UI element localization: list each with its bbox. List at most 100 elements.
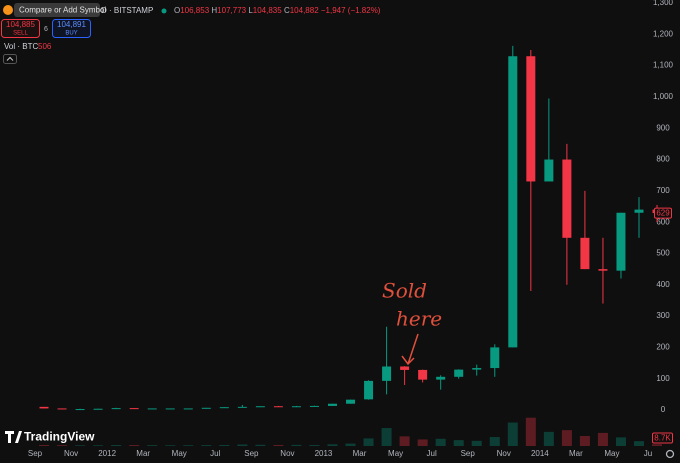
volume-bar [634, 441, 645, 446]
ohlc: O106,853 H107,773 L104,835 C104,882 −1,9… [174, 6, 381, 15]
y-tick-label: 200 [656, 342, 670, 351]
x-tick-label: Sep [244, 449, 259, 458]
y-tick-label: 900 [656, 123, 670, 132]
volume-bar [273, 444, 284, 446]
volume-bar [453, 440, 464, 446]
candle-body [490, 347, 500, 369]
ohlc-key: O [174, 6, 180, 15]
buy-button[interactable] [52, 19, 91, 38]
candle-body [93, 408, 103, 410]
volume-bar [381, 428, 392, 446]
sell-label: SELL [13, 31, 28, 37]
volume-bar [291, 444, 302, 446]
buy-price: 104,891 [57, 20, 86, 29]
volume-legend: Vol · BTC [4, 42, 38, 51]
tooltip: Compare or Add Symbol [19, 6, 106, 15]
y-tick-label: 1,000 [653, 92, 674, 101]
volume-bar [309, 445, 320, 446]
volume-bar [615, 437, 626, 446]
buy-label: BUY [65, 31, 77, 37]
volume-scale: 8.7K [654, 434, 671, 443]
candle-body [634, 209, 644, 213]
x-tick-label: May [172, 449, 187, 458]
x-tick-label: Ju [644, 449, 652, 458]
candle-body [382, 366, 392, 381]
volume-bar [237, 444, 248, 446]
volume-bar [129, 445, 140, 446]
volume-bar [417, 439, 428, 446]
volume-bar [327, 444, 338, 446]
ohlc-value: 104,835 [253, 6, 282, 15]
logo: TradingView [5, 430, 95, 444]
candle-body [201, 407, 211, 409]
change: −1,947 (−1.82%) [321, 6, 381, 15]
ohlc-key: L [248, 6, 253, 15]
volume-bar [57, 445, 68, 446]
candle-body [273, 406, 283, 408]
x-tick-label: 2013 [315, 449, 333, 458]
volume-bar [111, 444, 122, 446]
ohlc-key: H [211, 6, 217, 15]
volume-bar [75, 445, 86, 446]
volume-bar [399, 436, 410, 446]
symbol-name[interactable]: D · BITSTAMP [101, 6, 153, 15]
candle-body [183, 408, 193, 410]
x-tick-label: Nov [280, 449, 294, 458]
ohlc-value: 107,773 [217, 6, 246, 15]
volume-bar [597, 432, 608, 446]
y-tick-label: 0 [661, 405, 666, 414]
x-tick-label: May [388, 449, 403, 458]
y-tick-label: 300 [656, 311, 670, 320]
x-tick-label: Mar [353, 449, 367, 458]
x-tick-label: 2014 [531, 449, 549, 458]
x-tick-label: Jul [427, 449, 437, 458]
candle-body [472, 368, 482, 370]
volume-bar [579, 436, 590, 446]
volume-bar [201, 445, 212, 446]
collapse-button[interactable] [3, 54, 17, 64]
volume-bar [652, 444, 663, 446]
collapse-icon [6, 56, 14, 61]
x-tick-label: 2012 [98, 449, 116, 458]
symbol-icon[interactable] [3, 5, 13, 15]
candle-body [147, 408, 157, 410]
y-tick-label: 100 [656, 374, 670, 383]
sell-price: 104,885 [6, 20, 35, 29]
y-tick-label: 1,100 [653, 61, 674, 70]
volume-bar [561, 430, 572, 446]
x-tick-label: Mar [569, 449, 583, 458]
candle-body [255, 406, 265, 408]
settings-button[interactable] [665, 449, 675, 459]
volume-bar [435, 438, 446, 446]
candle-body [291, 406, 301, 408]
candle-body [454, 369, 464, 377]
candle-body [616, 212, 626, 271]
volume-bar [363, 438, 374, 446]
volume-bar [345, 443, 356, 446]
candle-body [129, 408, 139, 410]
volume-bar [165, 445, 176, 446]
volume-bar [255, 444, 266, 446]
annotation-arrow [401, 333, 419, 366]
x-tick-label: Nov [64, 449, 78, 458]
y-tick-label: 700 [656, 186, 670, 195]
x-tick-label: Nov [497, 449, 511, 458]
logo-icon [5, 431, 22, 443]
y-tick-label: 600 [656, 217, 670, 226]
candle-body [219, 407, 229, 409]
x-tick-label: Sep [461, 449, 476, 458]
volume-scale-box [652, 432, 673, 444]
volume-bar [183, 445, 194, 446]
ohlc-value: 106,853 [180, 6, 209, 15]
candle-body [237, 406, 247, 408]
candle-body [75, 409, 85, 411]
x-tick-label: Sep [28, 449, 43, 458]
candle-body [364, 380, 374, 400]
volume-bar [489, 437, 500, 446]
sell-button[interactable] [1, 19, 40, 38]
volume-bar [93, 445, 104, 446]
y-tick-label: 800 [656, 155, 670, 164]
market-status [161, 8, 167, 14]
last-price: 629 [656, 209, 670, 218]
candle-body [562, 159, 572, 238]
